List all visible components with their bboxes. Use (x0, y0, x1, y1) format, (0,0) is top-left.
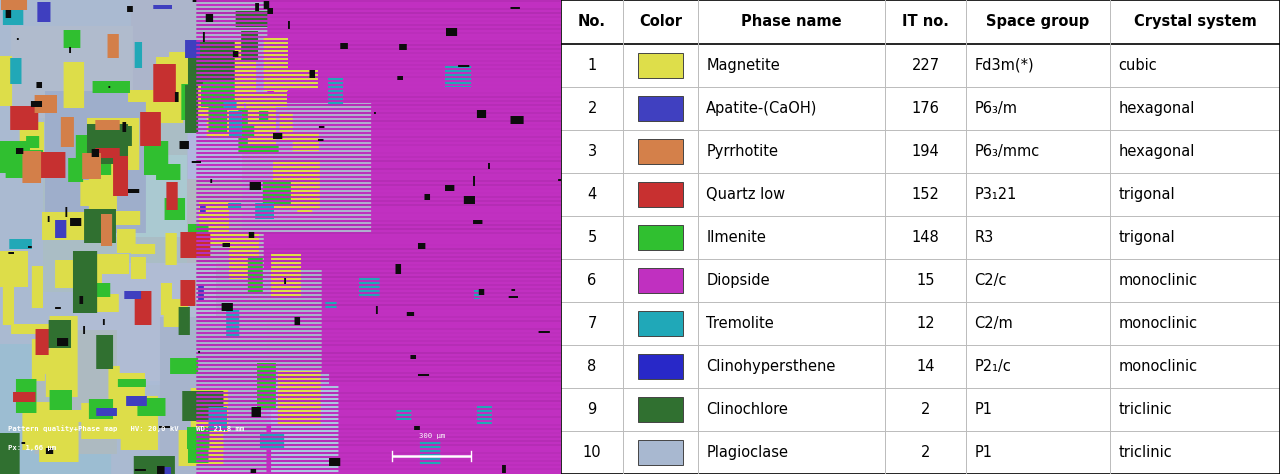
Text: 176: 176 (911, 100, 940, 116)
Bar (639, 139, 682, 164)
Text: 12: 12 (916, 316, 934, 331)
Text: 8: 8 (588, 359, 596, 374)
Text: Clinohypersthene: Clinohypersthene (707, 359, 836, 374)
Text: IT no.: IT no. (902, 14, 948, 29)
Text: triclinic: triclinic (1119, 402, 1172, 417)
Text: Phase name: Phase name (741, 14, 842, 29)
Bar (639, 354, 682, 379)
Text: 194: 194 (911, 144, 940, 159)
Text: Space group: Space group (986, 14, 1089, 29)
Text: Apatite-(CaOH): Apatite-(CaOH) (707, 100, 818, 116)
Bar (639, 53, 682, 78)
Text: 14: 14 (916, 359, 934, 374)
Text: Tremolite: Tremolite (707, 316, 774, 331)
Text: C2/m: C2/m (974, 316, 1012, 331)
Text: Clinochlore: Clinochlore (707, 402, 788, 417)
Text: P6₃/mmc: P6₃/mmc (974, 144, 1039, 159)
Bar (639, 96, 682, 121)
Text: Magnetite: Magnetite (707, 58, 780, 73)
Text: R3: R3 (974, 230, 993, 245)
Text: 227: 227 (911, 58, 940, 73)
Text: 2: 2 (920, 445, 931, 460)
Text: 6: 6 (588, 273, 596, 288)
Text: cubic: cubic (1119, 58, 1157, 73)
Text: triclinic: triclinic (1119, 445, 1172, 460)
Text: trigonal: trigonal (1119, 230, 1175, 245)
Text: Plagioclase: Plagioclase (707, 445, 788, 460)
Text: Px: 1,66 μm: Px: 1,66 μm (9, 445, 56, 451)
Text: 10: 10 (582, 445, 602, 460)
Text: 4: 4 (588, 187, 596, 202)
Bar (639, 268, 682, 293)
Text: Diopside: Diopside (707, 273, 771, 288)
Bar (639, 397, 682, 422)
Text: 1: 1 (588, 58, 596, 73)
Text: P6₃/m: P6₃/m (974, 100, 1018, 116)
Text: monoclinic: monoclinic (1119, 316, 1198, 331)
Text: Ilmenite: Ilmenite (707, 230, 767, 245)
Text: P2₁/c: P2₁/c (974, 359, 1011, 374)
Text: 9: 9 (588, 402, 596, 417)
Text: 148: 148 (911, 230, 940, 245)
Text: Quartz low: Quartz low (707, 187, 786, 202)
Text: 300 μm: 300 μm (419, 433, 445, 439)
Text: P1: P1 (974, 402, 992, 417)
Text: 3: 3 (588, 144, 596, 159)
Text: Pattern quality+Phase map   HV: 20,0 kV    WD: 21,8 mm: Pattern quality+Phase map HV: 20,0 kV WD… (9, 426, 244, 432)
Text: No.: No. (579, 14, 605, 29)
Bar (639, 225, 682, 250)
Text: 2: 2 (920, 402, 931, 417)
Bar (639, 182, 682, 207)
Text: P1: P1 (974, 445, 992, 460)
Text: C2/c: C2/c (974, 273, 1007, 288)
Text: P3₁21: P3₁21 (974, 187, 1016, 202)
Text: Color: Color (639, 14, 682, 29)
Text: Pyrrhotite: Pyrrhotite (707, 144, 778, 159)
Text: trigonal: trigonal (1119, 187, 1175, 202)
Text: 152: 152 (911, 187, 940, 202)
Bar (639, 311, 682, 336)
Text: 2: 2 (588, 100, 596, 116)
Text: Crystal system: Crystal system (1134, 14, 1256, 29)
Bar (639, 440, 682, 465)
Text: Fd3m(*): Fd3m(*) (974, 58, 1034, 73)
Text: monoclinic: monoclinic (1119, 273, 1198, 288)
Text: hexagonal: hexagonal (1119, 144, 1194, 159)
Text: 15: 15 (916, 273, 934, 288)
Text: hexagonal: hexagonal (1119, 100, 1194, 116)
Text: monoclinic: monoclinic (1119, 359, 1198, 374)
Text: 5: 5 (588, 230, 596, 245)
Text: 7: 7 (588, 316, 596, 331)
